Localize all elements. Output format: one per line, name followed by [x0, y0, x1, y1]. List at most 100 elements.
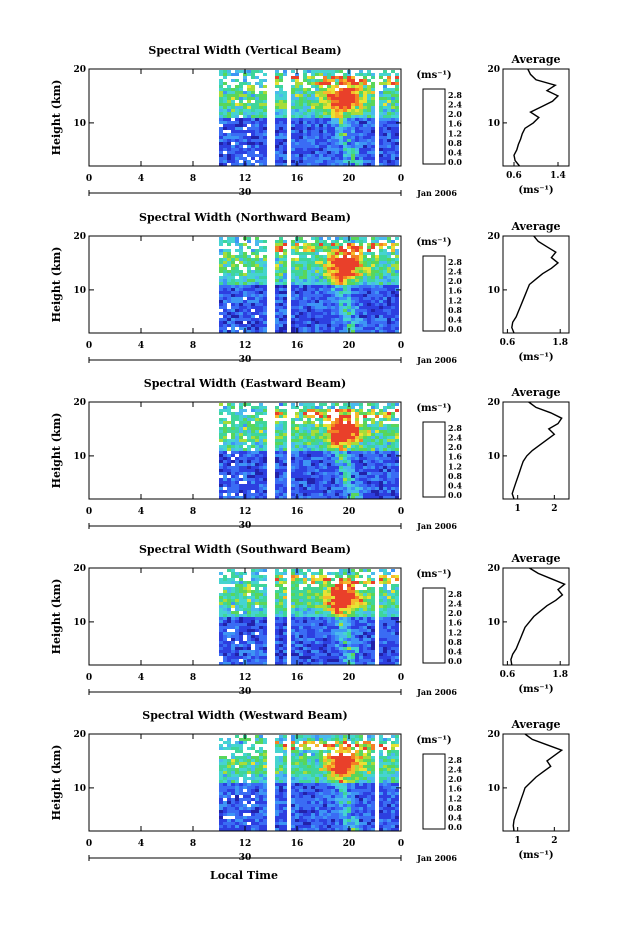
heatmap-cell — [239, 324, 243, 327]
heatmap-cell — [279, 282, 283, 285]
heatmap-cell — [259, 148, 263, 151]
heatmap-cell — [379, 267, 383, 270]
heatmap-cell — [299, 240, 303, 243]
heatmap-cell — [275, 267, 279, 270]
heatmap-cell — [371, 321, 375, 324]
heatmap-cell — [311, 294, 315, 297]
heatmap-cell — [239, 306, 243, 309]
heatmap-cell — [303, 424, 307, 427]
heatmap-cell — [259, 659, 263, 662]
heatmap-cell — [259, 306, 263, 309]
heatmap-cell — [291, 264, 295, 267]
heatmap-cell — [227, 602, 231, 605]
heatmap-cell — [283, 300, 287, 303]
heatmap-cell — [247, 327, 251, 330]
heatmap-cell — [371, 82, 375, 85]
heatmap-cell — [355, 626, 359, 629]
heatmap-cell — [331, 118, 335, 121]
heatmap-cell — [339, 445, 343, 448]
heatmap-cell — [343, 599, 347, 602]
heatmap-cell — [247, 303, 251, 306]
heatmap-cell — [343, 644, 347, 647]
heatmap-cell — [239, 650, 243, 653]
heatmap-cell — [235, 288, 239, 291]
heatmap-cell — [335, 133, 339, 136]
heatmap-cell — [223, 466, 227, 469]
heatmap-cell — [307, 324, 311, 327]
heatmap-cell — [263, 406, 267, 409]
heatmap-cell — [323, 70, 327, 73]
heatmap-cell — [355, 472, 359, 475]
heatmap-cell — [391, 487, 395, 490]
heatmap-cell — [307, 97, 311, 100]
heatmap-cell — [291, 124, 295, 127]
heatmap-cell — [307, 148, 311, 151]
heatmap-cell — [371, 273, 375, 276]
heatmap-cell — [259, 644, 263, 647]
heatmap-cell — [231, 97, 235, 100]
heatmap-cell — [283, 436, 287, 439]
heatmap-cell — [371, 267, 375, 270]
heatmap-cell — [339, 309, 343, 312]
heatmap-cell — [275, 282, 279, 285]
heatmap-cell — [363, 617, 367, 620]
profile-y-tick-label: 20 — [487, 232, 500, 242]
heatmap-cell — [299, 581, 303, 584]
heatmap-cell — [327, 442, 331, 445]
heatmap-cell — [223, 608, 227, 611]
heatmap-cell — [347, 584, 351, 587]
heatmap-cell — [315, 151, 319, 154]
heatmap-cell — [223, 484, 227, 487]
heatmap-cell — [387, 288, 391, 291]
heatmap-cell — [315, 330, 319, 333]
heatmap-cell — [263, 599, 267, 602]
heatmap-cell — [347, 267, 351, 270]
heatmap-cell — [303, 70, 307, 73]
x-tick-label: 4 — [138, 174, 144, 184]
heatmap-cell — [219, 430, 223, 433]
heatmap-cell — [255, 258, 259, 261]
heatmap-cell — [319, 605, 323, 608]
heatmap-cell — [291, 656, 295, 659]
heatmap-cell — [391, 82, 395, 85]
heatmap-cell — [327, 127, 331, 130]
heatmap-cell — [347, 127, 351, 130]
heatmap-cell — [303, 94, 307, 97]
heatmap-cell — [323, 276, 327, 279]
heatmap-cell — [235, 249, 239, 252]
heatmap-cell — [303, 258, 307, 261]
heatmap-cell — [359, 457, 363, 460]
heatmap-cell — [343, 103, 347, 106]
heatmap-cell — [275, 605, 279, 608]
heatmap-cell — [295, 454, 299, 457]
heatmap-cell — [339, 590, 343, 593]
heatmap-cell — [223, 578, 227, 581]
heatmap-cell — [235, 291, 239, 294]
heatmap-cell — [223, 641, 227, 644]
heatmap-cell — [359, 575, 363, 578]
heatmap-cell — [235, 79, 239, 82]
heatmap-cell — [227, 487, 231, 490]
heatmap-cell — [375, 463, 379, 466]
heatmap-cell — [327, 629, 331, 632]
heatmap-cell — [231, 403, 235, 406]
heatmap-cell — [327, 433, 331, 436]
heatmap-cell — [343, 306, 347, 309]
heatmap-cell — [363, 91, 367, 94]
heatmap-cell — [351, 457, 355, 460]
heatmap-cell — [291, 466, 295, 469]
heatmap-cell — [383, 496, 387, 499]
heatmap-cell — [339, 94, 343, 97]
heatmap-cell — [291, 575, 295, 578]
heatmap-cell — [279, 243, 283, 246]
heatmap-cell — [251, 127, 255, 130]
heatmap-cell — [319, 246, 323, 249]
heatmap-cell — [255, 457, 259, 460]
heatmap-cell — [379, 575, 383, 578]
heatmap-cell — [251, 312, 255, 315]
heatmap-cell — [359, 641, 363, 644]
heatmap-cell — [243, 430, 247, 433]
heatmap-cell — [311, 315, 315, 318]
heatmap-cell — [291, 629, 295, 632]
heatmap-cell — [323, 602, 327, 605]
